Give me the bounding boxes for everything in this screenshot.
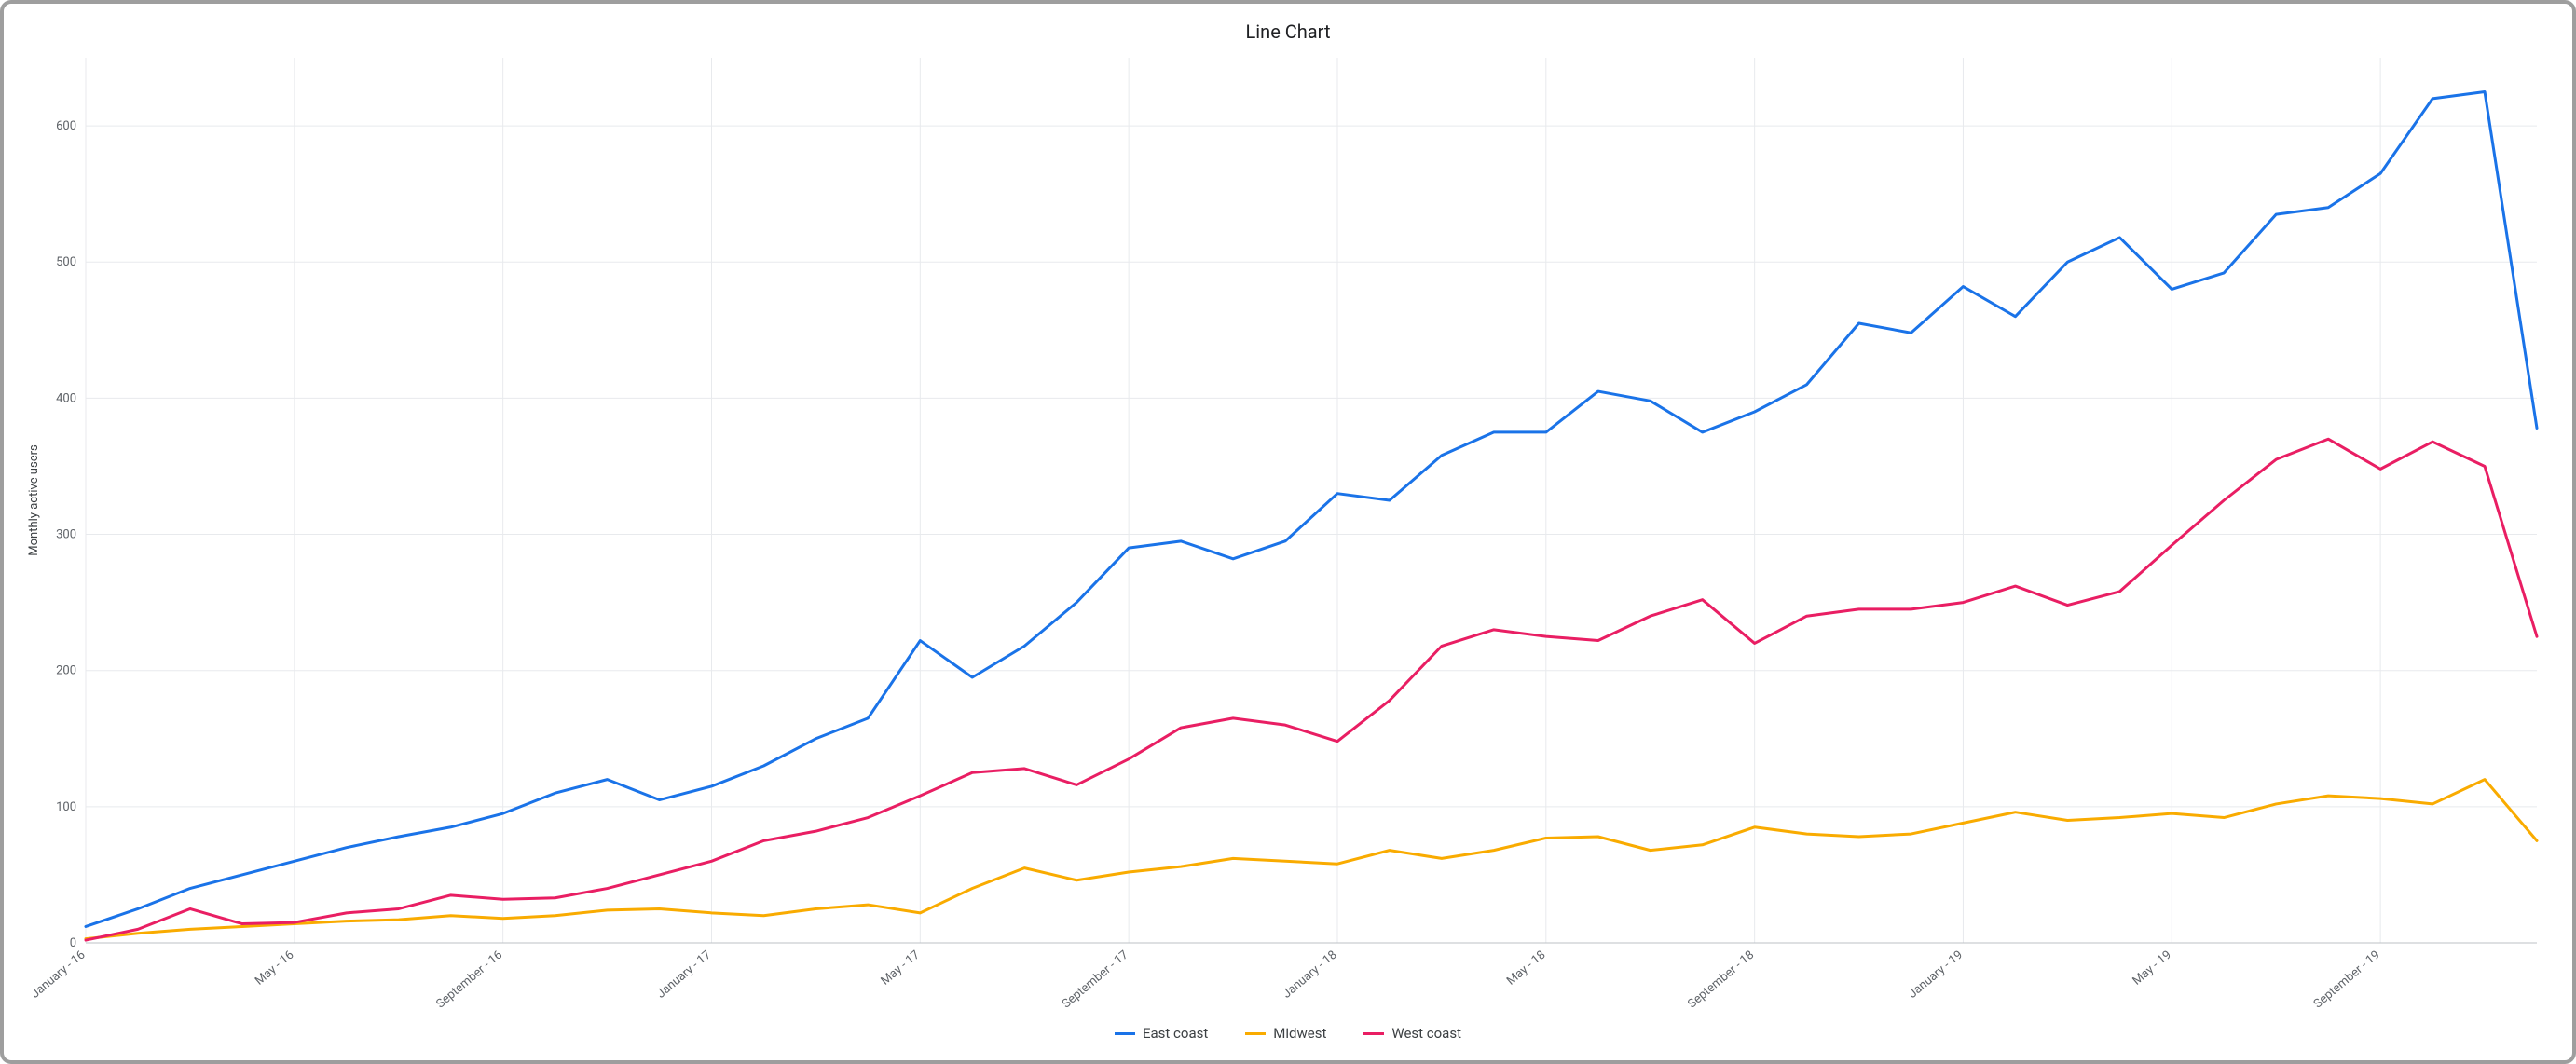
svg-text:May - 17: May - 17: [879, 948, 923, 989]
legend-label: Midwest: [1273, 1025, 1326, 1042]
svg-text:200: 200: [56, 664, 76, 678]
series-line: [86, 439, 2537, 940]
svg-text:100: 100: [56, 800, 76, 814]
legend-label: East coast: [1143, 1025, 1208, 1042]
svg-text:September - 17: September - 17: [1060, 948, 1131, 1012]
svg-text:September - 18: September - 18: [1685, 948, 1757, 1012]
legend-swatch: [1363, 1032, 1384, 1035]
svg-text:January - 17: January - 17: [654, 948, 714, 1002]
svg-text:January - 16: January - 16: [29, 948, 89, 1002]
chart-title: Line Chart: [21, 20, 2555, 43]
svg-text:September - 16: September - 16: [433, 948, 505, 1012]
svg-text:600: 600: [56, 119, 76, 133]
chart-plot-area: 0 100 200 300 400 500 600 January - 16 May - 16 S…: [21, 48, 2555, 1017]
svg-text:January - 18: January - 18: [1281, 948, 1340, 1002]
svg-text:September - 19: September - 19: [2311, 948, 2383, 1012]
svg-text:0: 0: [70, 936, 76, 950]
svg-text:May - 18: May - 18: [1504, 948, 1548, 989]
legend-label: West coast: [1391, 1025, 1461, 1042]
svg-text:May - 16: May - 16: [253, 948, 296, 989]
legend-item: Midwest: [1245, 1025, 1326, 1042]
legend-swatch: [1115, 1032, 1135, 1035]
series-line: [86, 92, 2537, 927]
svg-text:January - 19: January - 19: [1906, 948, 1966, 1002]
chart-svg: 0 100 200 300 400 500 600 January - 16 May - 16 S…: [21, 48, 2555, 1017]
chart-legend: East coast Midwest West coast: [21, 1017, 2555, 1053]
chart-frame: Line Chart 0 100 200 300 400 500 600 January - …: [0, 0, 2576, 1064]
svg-text:500: 500: [56, 255, 76, 269]
svg-text:May - 19: May - 19: [2131, 948, 2174, 989]
svg-text:300: 300: [56, 528, 76, 542]
svg-text:Monthly active users: Monthly active users: [27, 444, 41, 556]
legend-item: East coast: [1115, 1025, 1208, 1042]
svg-text:400: 400: [56, 391, 76, 405]
legend-swatch: [1245, 1032, 1266, 1035]
legend-item: West coast: [1363, 1025, 1461, 1042]
series-line: [86, 780, 2537, 939]
